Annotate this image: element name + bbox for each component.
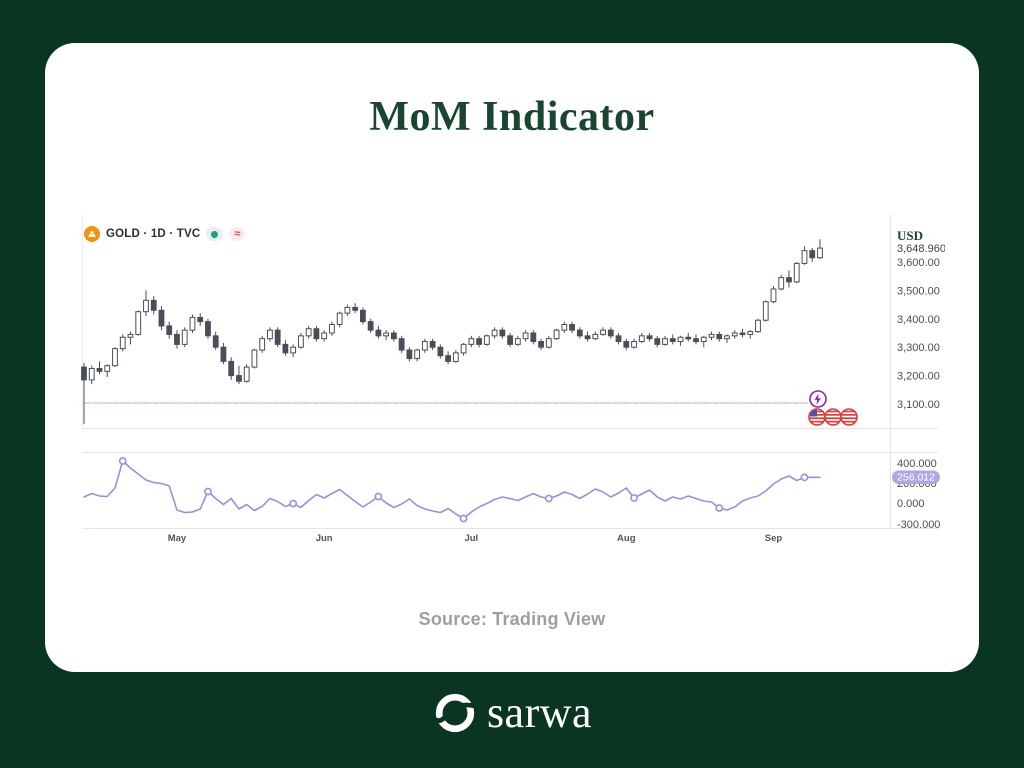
time-axis-tick: May xyxy=(168,533,187,544)
chart-legend[interactable]: GOLD · 1D · TVC ≈ xyxy=(84,225,246,243)
time-axis-tick: Sep xyxy=(765,533,783,544)
sarwa-logo-icon xyxy=(432,693,477,733)
source-caption: Source: Trading View xyxy=(418,609,606,629)
gold-coin-icon xyxy=(84,226,100,242)
candlestick-series xyxy=(81,239,823,424)
indicator-axis-tick: 0.000 xyxy=(897,498,925,510)
price-axis-tick: 3,200.00 xyxy=(897,371,940,383)
currency-label: USD xyxy=(897,228,923,243)
indicator-axis-tick: -300.000 xyxy=(897,519,940,531)
page-title: MoM Indicator xyxy=(369,94,655,140)
dot-icon xyxy=(211,230,219,238)
content-card: MoM Indicator GOLD · 1D · TVC ≈ USD 3,648… xyxy=(45,43,979,672)
price-axis-tick: 3,300.00 xyxy=(897,342,940,354)
price-axis-tick: 3,500.00 xyxy=(897,285,940,297)
symbol-title[interactable]: GOLD · 1D · TVC xyxy=(106,228,201,240)
indicator-marker xyxy=(118,457,127,465)
indicator-value-badge xyxy=(892,470,940,484)
indicator-marker xyxy=(289,499,298,508)
mom-indicator-line xyxy=(83,460,821,520)
brand-footer: sarwa xyxy=(0,690,1024,736)
indicator-axis-tick: 400.000 xyxy=(897,458,937,470)
indicator-marker xyxy=(374,492,383,501)
time-axis-tick: Aug xyxy=(617,533,636,544)
price-axis-tick: 3,400.00 xyxy=(897,314,940,326)
series-toggle-badge[interactable] xyxy=(206,227,224,241)
indicator-marker xyxy=(459,514,468,523)
indicator-marker xyxy=(800,473,809,482)
indicator-marker xyxy=(204,487,212,496)
us-flag-event-icons[interactable] xyxy=(808,408,858,426)
price-axis-tick: 3,100.00 xyxy=(897,399,940,411)
indicator-value-label: 256.012 xyxy=(897,472,935,484)
last-price-label: 3,648.960 xyxy=(897,243,945,255)
approx-badge[interactable]: ≈ xyxy=(229,227,246,241)
time-axis-tick: Jul xyxy=(464,533,478,544)
indicator-marker xyxy=(715,504,724,512)
price-axis-tick: 3,600.00 xyxy=(897,257,940,269)
time-axis-tick: Jun xyxy=(316,533,333,544)
indicator-marker xyxy=(630,494,638,502)
brand-wordmark: sarwa xyxy=(486,688,593,737)
indicator-marker xyxy=(544,494,553,503)
lightning-event-icon[interactable] xyxy=(809,390,827,408)
